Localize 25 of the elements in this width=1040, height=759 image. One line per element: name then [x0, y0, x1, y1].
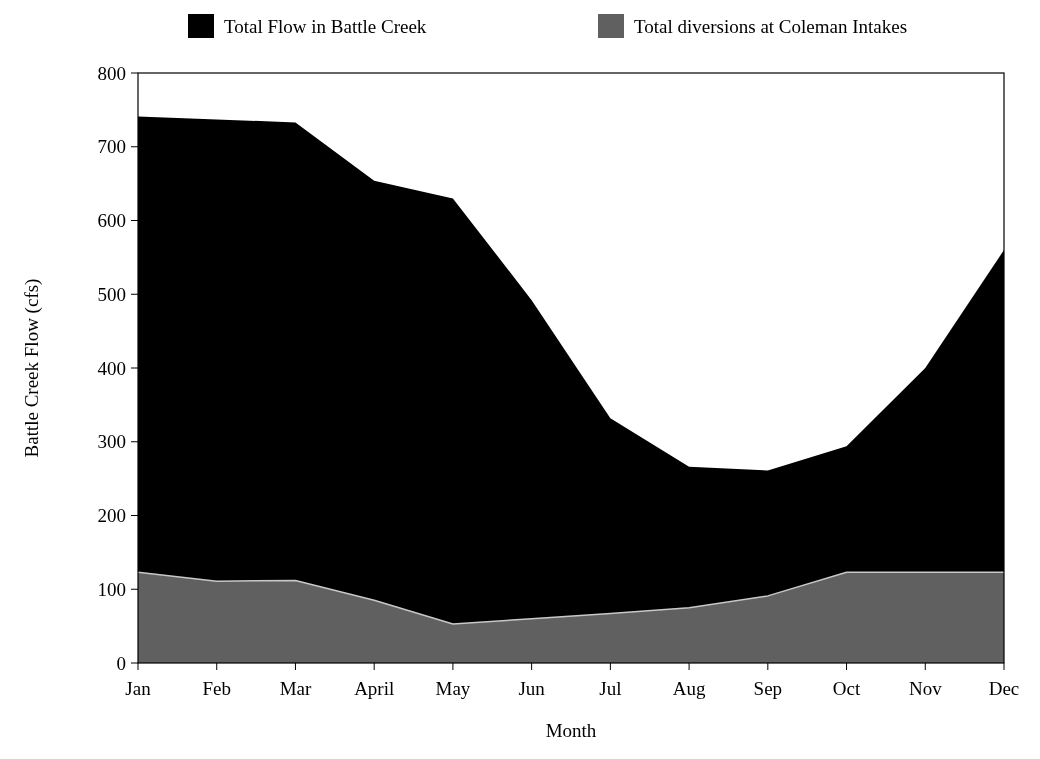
y-axis-title: Battle Creek Flow (cfs)	[21, 278, 43, 458]
x-tick-label: May	[435, 678, 471, 699]
x-tick-label: Jan	[125, 678, 152, 699]
x-tick-label: Jun	[518, 678, 546, 699]
x-tick-label: April	[354, 678, 395, 699]
legend-label: Total Flow in Battle Creek	[224, 15, 427, 37]
y-tick-label: 400	[97, 357, 126, 379]
y-tick-label: 800	[97, 62, 126, 84]
y-tick-label: 600	[97, 210, 126, 232]
x-tick-label: Aug	[672, 678, 706, 699]
x-axis-title: Month	[545, 720, 597, 741]
y-tick-label: 700	[97, 136, 126, 158]
y-tick-label: 100	[97, 578, 126, 600]
x-tick-label: Dec	[988, 678, 1020, 699]
x-tick-label: Oct	[832, 678, 861, 699]
y-tick-label: 200	[97, 505, 126, 527]
y-tick-label: 300	[97, 431, 126, 453]
x-tick-label: Jul	[599, 678, 622, 699]
legend-label: Total diversions at Coleman Intakes	[634, 15, 908, 37]
x-tick-label: Mar	[279, 678, 312, 699]
y-tick-label: 500	[97, 283, 126, 305]
x-tick-label: Sep	[753, 678, 783, 699]
y-tick-label: 0	[116, 652, 126, 674]
x-tick-label: Nov	[908, 678, 943, 699]
x-tick-label: Feb	[202, 678, 231, 699]
